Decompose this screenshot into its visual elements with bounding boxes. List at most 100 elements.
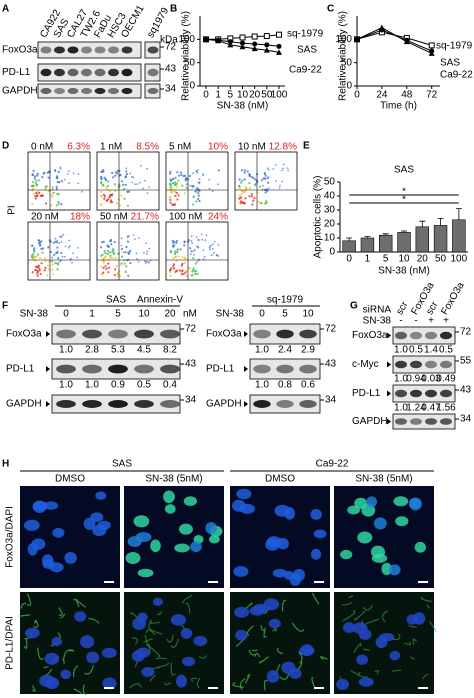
membrane-stain: [404, 641, 412, 646]
flow-event: [202, 173, 205, 176]
flow-event: [47, 264, 50, 267]
flow-event: [262, 184, 264, 187]
membrane-stain: [239, 677, 246, 690]
nucleus: [388, 564, 401, 576]
membrane-stain: [391, 669, 402, 673]
flow-event: [184, 257, 187, 260]
flow-event: [238, 201, 241, 204]
point: [240, 40, 245, 46]
x-tick-label: 1: [215, 90, 221, 101]
point: [203, 36, 209, 42]
row-label: FoxO3a/DAPI: [5, 506, 16, 568]
nucleus: [31, 538, 46, 550]
flow-event: [125, 246, 128, 249]
y-axis-label: Relative viability (%): [338, 11, 349, 101]
flow-event: [129, 262, 132, 265]
flow-plot: [165, 151, 229, 211]
marker-label: 72: [325, 324, 337, 335]
flow-event: [68, 239, 71, 242]
nucleus: [277, 537, 289, 550]
membrane-stain: [62, 658, 65, 665]
flow-event: [239, 200, 243, 203]
flow-event: [272, 168, 275, 170]
flow-event: [197, 169, 199, 171]
nucleus: [358, 677, 374, 687]
membrane-stain: [276, 647, 284, 655]
membrane-stain: [320, 656, 328, 661]
flow-event: [61, 255, 64, 258]
flow-event: [52, 273, 55, 276]
scale-bar: [314, 687, 324, 689]
flow-event: [192, 172, 194, 175]
flow-event: [188, 174, 191, 178]
flow-event: [35, 179, 38, 182]
flow-event: [146, 250, 149, 253]
flow-event: [209, 248, 211, 251]
quant-label: 0.47: [421, 403, 441, 414]
flow-event: [63, 178, 66, 181]
x-tick-label: 20: [249, 90, 261, 101]
flow-event: [47, 176, 50, 179]
flow-event: [174, 194, 177, 197]
point: [276, 49, 282, 55]
quant-label: 1.0: [394, 374, 408, 385]
flow-event: [103, 176, 106, 179]
flow-event: [169, 251, 173, 254]
nucleus: [268, 618, 281, 629]
band: [108, 329, 128, 339]
flow-event: [109, 256, 112, 259]
nucleus: [193, 636, 208, 646]
flow-event: [243, 169, 246, 172]
x-tick-label: 10: [237, 90, 249, 101]
membrane-stain: [362, 604, 373, 611]
flow-event: [39, 241, 42, 244]
flow-event: [196, 187, 199, 190]
flow-event: [264, 174, 267, 177]
nucleus: [152, 597, 163, 606]
quant-label: 1.0: [255, 380, 269, 391]
flow-event: [104, 179, 107, 182]
x-tick-label: 5: [383, 254, 389, 265]
flow-event: [248, 195, 251, 198]
scale-bar: [418, 581, 428, 583]
membrane-stain: [251, 649, 258, 652]
flow-event: [169, 274, 172, 277]
flow-event: [174, 270, 177, 273]
dose-label: 20: [164, 309, 176, 320]
blot-box: [392, 384, 456, 403]
flow-event: [100, 175, 103, 178]
unit-label: nM: [183, 309, 197, 320]
flow-event: [46, 274, 49, 277]
flow-event: [33, 256, 36, 259]
flow-event: [240, 181, 243, 184]
flow-event: [169, 198, 172, 201]
percent-label: 18%: [70, 212, 90, 223]
flow-event: [101, 241, 104, 244]
flow-event: [134, 183, 136, 186]
flow-event: [119, 204, 122, 207]
row-label: PD-L1/DPAI: [5, 616, 16, 670]
flow-event: [100, 246, 103, 249]
membrane-stain: [73, 598, 86, 608]
flow-event: [33, 247, 36, 250]
membrane-stain: [131, 637, 138, 645]
flow-event: [107, 244, 110, 247]
nucleus: [60, 669, 71, 680]
flow-event: [177, 194, 180, 197]
flow-event: [196, 272, 199, 275]
flow-event: [43, 269, 46, 272]
flow-event: [34, 175, 37, 178]
panel-letter: B: [170, 4, 177, 15]
membrane-stain: [20, 602, 27, 609]
membrane-stain: [244, 673, 251, 684]
flow-event: [102, 261, 105, 264]
flow-event: [254, 178, 257, 181]
flow-event: [144, 179, 147, 182]
flow-event: [172, 177, 175, 180]
arrowhead: [387, 332, 391, 339]
flow-event: [192, 254, 195, 256]
band: [54, 87, 65, 95]
nucleus: [86, 651, 100, 664]
flow-event: [120, 262, 123, 264]
band: [253, 329, 271, 339]
